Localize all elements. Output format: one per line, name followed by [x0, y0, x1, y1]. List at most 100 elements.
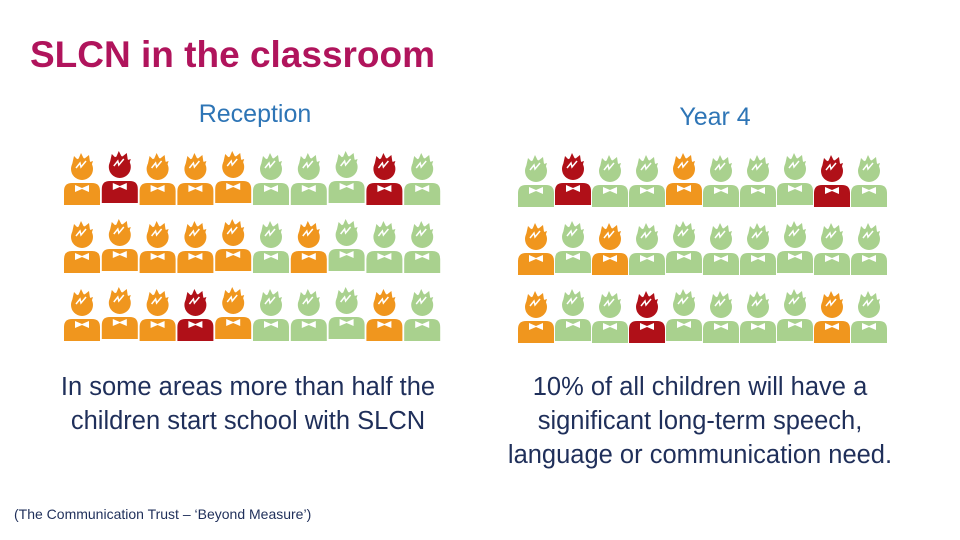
body [328, 181, 365, 203]
hair [822, 223, 843, 237]
hair [336, 151, 358, 165]
body [555, 183, 591, 205]
bowtie [640, 323, 654, 330]
child-icon [814, 223, 850, 275]
hair [600, 223, 621, 237]
hair-line [264, 228, 276, 237]
child-icon [777, 289, 813, 341]
body [253, 319, 289, 341]
hair-line [415, 296, 427, 305]
bowtie [788, 185, 802, 192]
hair-line [113, 294, 125, 303]
body [215, 249, 252, 271]
hair-line [264, 296, 276, 305]
child-icon [666, 153, 702, 205]
hair [147, 289, 169, 303]
body [177, 183, 214, 205]
hair-line [603, 298, 615, 307]
child-icon [740, 155, 776, 207]
body [177, 319, 214, 341]
body [703, 185, 739, 207]
child-icon [139, 289, 176, 341]
body [366, 251, 403, 273]
bowtie [566, 253, 580, 260]
bowtie [301, 253, 316, 260]
body [101, 249, 138, 271]
hair [298, 289, 320, 303]
body [64, 251, 100, 273]
child-icon [366, 289, 403, 341]
child-icon [703, 291, 739, 343]
hair [72, 153, 93, 167]
body [290, 319, 327, 341]
bowtie [714, 187, 728, 194]
hair-line [788, 228, 800, 237]
hair [109, 151, 131, 165]
child-icon [328, 151, 365, 203]
hair-line [640, 162, 652, 171]
hair [785, 289, 806, 303]
hair [748, 155, 769, 169]
child-icon [215, 151, 252, 203]
bowtie [751, 323, 765, 330]
hair-line [677, 160, 689, 169]
hair [526, 155, 547, 169]
hair-line [377, 296, 389, 305]
bowtie [825, 323, 839, 330]
bowtie [377, 185, 392, 192]
hair [563, 153, 584, 167]
body [139, 251, 176, 273]
hair [637, 291, 658, 305]
child-icon [139, 221, 176, 273]
bowtie [788, 321, 802, 328]
icon-grid [518, 153, 887, 343]
hair [674, 153, 695, 167]
hair-line [603, 162, 615, 171]
bowtie [226, 183, 241, 190]
hair [526, 223, 547, 237]
bowtie [75, 185, 89, 192]
body [592, 321, 628, 343]
body [404, 319, 441, 341]
body [629, 185, 665, 207]
child-icon [740, 291, 776, 343]
hair-line [151, 160, 163, 169]
body [101, 317, 138, 339]
body [64, 319, 100, 341]
hair [859, 291, 880, 305]
body [851, 185, 887, 207]
body [290, 251, 327, 273]
hair-line [751, 230, 763, 239]
bowtie [677, 321, 691, 328]
body [328, 249, 365, 271]
hair-line [677, 228, 689, 237]
hair [637, 223, 658, 237]
body [629, 253, 665, 275]
body [64, 183, 100, 205]
body [404, 183, 441, 205]
bowtie [415, 185, 430, 192]
hair [185, 221, 207, 235]
hair-line [640, 298, 652, 307]
hair-line [566, 160, 578, 169]
child-icon [592, 291, 628, 343]
body [777, 251, 813, 273]
bowtie [377, 253, 392, 260]
hair [223, 287, 245, 301]
hair-line [377, 228, 389, 237]
body [666, 183, 702, 205]
child-icon [518, 291, 554, 343]
child-icon [64, 153, 100, 205]
child-icon [64, 289, 100, 341]
child-icon [814, 291, 850, 343]
hair-line [529, 162, 541, 171]
hair-line [751, 298, 763, 307]
child-icon [518, 155, 554, 207]
hair-line [788, 160, 800, 169]
hair-line [862, 230, 874, 239]
hair-line [75, 160, 87, 169]
hair-line [75, 296, 87, 305]
hair-line [640, 230, 652, 239]
child-icon [777, 153, 813, 205]
hair [374, 289, 396, 303]
